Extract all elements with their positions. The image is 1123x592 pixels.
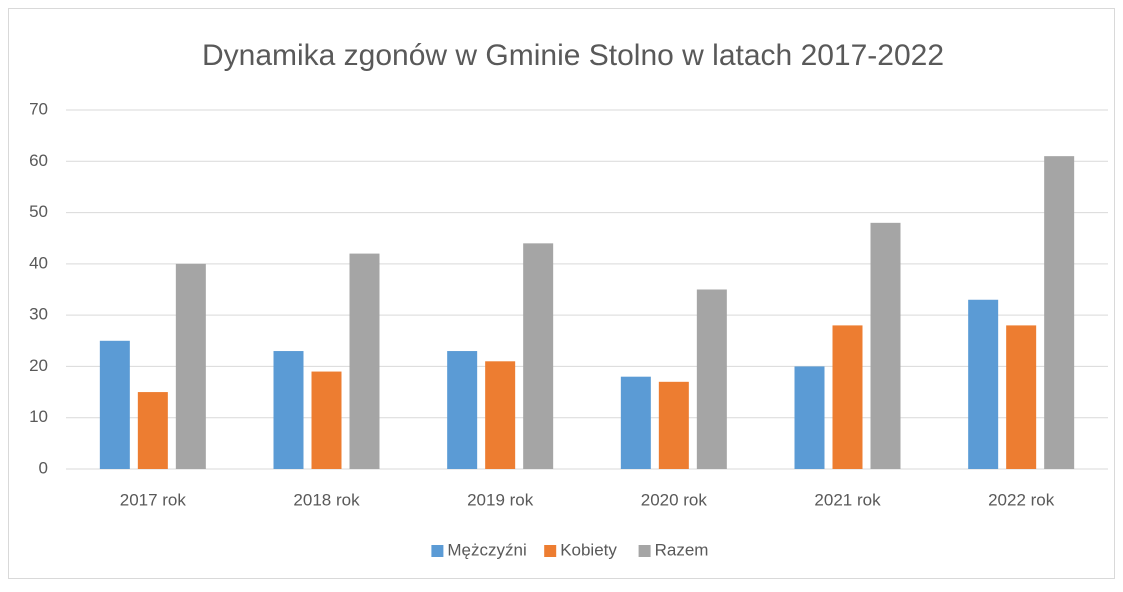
y-tick-label: 50 [29,202,48,221]
bar [349,253,380,469]
bar [273,351,304,469]
y-tick-label: 10 [29,407,48,426]
y-tick-label: 60 [29,151,48,170]
bar [794,366,825,469]
legend-label: Mężczyźni [447,540,526,559]
bar [968,299,999,469]
x-tick-label: 2021 rok [814,490,881,509]
y-tick-label: 20 [29,356,48,375]
bar [620,376,651,469]
chart-title: Dynamika zgonów w Gminie Stolno w latach… [202,39,944,72]
legend-label: Razem [655,540,709,559]
bar [1006,325,1037,469]
bar [696,289,727,469]
legend-swatch [638,545,651,557]
y-tick-label: 70 [29,99,48,118]
bar [870,222,901,469]
legend-label: Kobiety [560,540,617,559]
legend-swatch [431,545,444,557]
x-tick-label: 2017 rok [120,490,187,509]
bar [311,371,342,469]
bar [447,351,478,469]
legend-swatch [544,545,557,557]
x-tick-label: 2020 rok [641,490,708,509]
bar [137,392,168,469]
y-tick-label: 30 [29,305,48,324]
bar [175,263,206,469]
bar [832,325,863,469]
x-tick-label: 2022 rok [988,490,1055,509]
bar [99,340,130,469]
x-tick-label: 2019 rok [467,490,534,509]
bar [658,381,689,469]
y-tick-label: 0 [39,458,48,477]
bar [1044,156,1075,469]
x-tick-label: 2018 rok [293,490,360,509]
bar [485,361,516,469]
y-tick-label: 40 [29,253,48,272]
bar [523,243,554,469]
